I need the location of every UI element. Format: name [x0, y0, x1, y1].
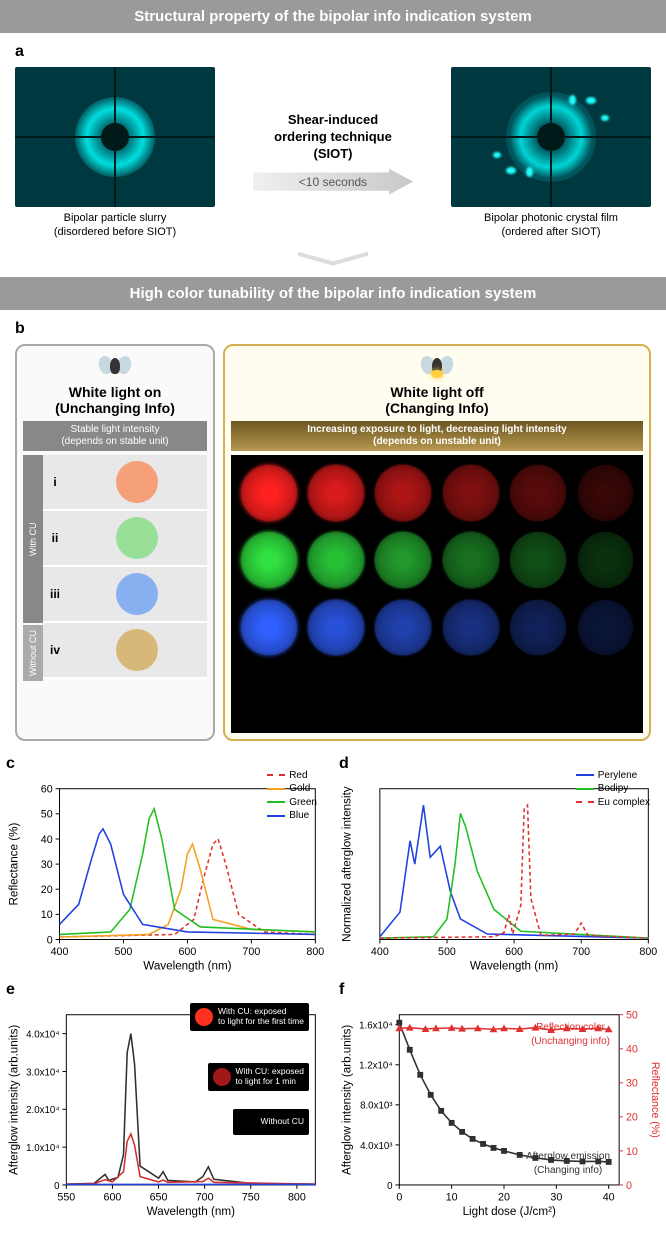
panel-e: e 55060065070075080001.0x10⁴2.0x10⁴3.0x1…	[0, 977, 333, 1223]
svg-text:700: 700	[242, 946, 260, 958]
svg-text:800: 800	[306, 946, 324, 958]
panel-c: c 4005006007008000102030405060Wavelength…	[0, 751, 333, 978]
svg-text:3.0x10⁴: 3.0x10⁴	[26, 1067, 59, 1078]
svg-text:10: 10	[626, 1146, 638, 1158]
svg-text:60: 60	[41, 783, 53, 795]
svg-text:40: 40	[626, 1044, 638, 1056]
svg-text:0: 0	[47, 934, 53, 946]
svg-text:1.6x10⁴: 1.6x10⁴	[359, 1021, 392, 1032]
svg-text:2.0x10⁴: 2.0x10⁴	[26, 1105, 59, 1116]
panel-label-a: a	[15, 43, 24, 61]
svg-text:800: 800	[288, 1192, 306, 1204]
svg-text:700: 700	[572, 946, 590, 958]
svg-text:0: 0	[396, 1192, 402, 1204]
svg-text:50: 50	[626, 1010, 638, 1022]
panel-b: b White light on(Unchanging Info) Stable…	[0, 310, 666, 751]
svg-text:4.0x10³: 4.0x10³	[360, 1141, 393, 1152]
svg-text:0: 0	[54, 1181, 60, 1192]
svg-text:20: 20	[498, 1192, 510, 1204]
svg-text:20: 20	[41, 884, 53, 896]
firefly-icon-on	[417, 352, 457, 380]
svg-text:600: 600	[505, 946, 523, 958]
svg-text:400: 400	[51, 946, 69, 958]
svg-text:Afterglow intensity (arb.units: Afterglow intensity (arb.units)	[341, 1025, 354, 1175]
svg-text:Wavelength (nm): Wavelength (nm)	[143, 959, 231, 972]
svg-text:40: 40	[603, 1192, 615, 1204]
svg-text:Wavelength (nm): Wavelength (nm)	[470, 959, 558, 972]
svg-text:1.0x10⁴: 1.0x10⁴	[26, 1143, 59, 1154]
panel-d: d 400500600700800Wavelength (nm)Normaliz…	[333, 751, 666, 978]
svg-text:500: 500	[115, 946, 133, 958]
svg-text:10: 10	[446, 1192, 458, 1204]
section-header-1: Structural property of the bipolar info …	[0, 0, 666, 33]
svg-text:Afterglow intensity (arb.units: Afterglow intensity (arb.units)	[8, 1025, 21, 1175]
svg-text:600: 600	[104, 1192, 122, 1204]
svg-text:30: 30	[626, 1078, 638, 1090]
svg-text:600: 600	[178, 946, 196, 958]
svg-text:650: 650	[150, 1192, 168, 1204]
saxs-right: Bipolar photonic crystal film(ordered af…	[451, 67, 651, 240]
svg-text:700: 700	[196, 1192, 214, 1204]
panel-a: a Bipolar particle slurry(disordered bef…	[0, 33, 666, 250]
svg-text:Normalized afterglow intensity: Normalized afterglow intensity	[341, 786, 354, 942]
panel-label-b: b	[15, 320, 25, 338]
svg-text:800: 800	[639, 946, 657, 958]
svg-text:30: 30	[41, 859, 53, 871]
panel-f: f 01020304004.0x10³8.0x10³1.2x10⁴1.6x10⁴…	[333, 977, 666, 1223]
svg-text:8.0x10³: 8.0x10³	[360, 1101, 393, 1112]
section-header-2: High color tunability of the bipolar inf…	[0, 277, 666, 310]
svg-text:1.2x10⁴: 1.2x10⁴	[359, 1061, 392, 1072]
svg-text:0: 0	[626, 1180, 632, 1192]
svg-text:750: 750	[242, 1192, 260, 1204]
panel-b-left: White light on(Unchanging Info) Stable l…	[15, 344, 215, 741]
chevron-down-icon	[298, 252, 368, 266]
panel-b-right: White light off(Changing Info) Increasin…	[223, 344, 651, 741]
svg-text:Wavelength (nm): Wavelength (nm)	[147, 1205, 235, 1218]
saxs-left: Bipolar particle slurry(disordered befor…	[15, 67, 215, 240]
svg-text:0: 0	[387, 1181, 393, 1192]
svg-text:500: 500	[438, 946, 456, 958]
svg-text:10: 10	[41, 909, 53, 921]
svg-text:550: 550	[57, 1192, 75, 1204]
svg-text:40: 40	[41, 833, 53, 845]
svg-text:50: 50	[41, 808, 53, 820]
firefly-icon-off	[95, 352, 135, 380]
svg-text:400: 400	[371, 946, 389, 958]
svg-text:30: 30	[550, 1192, 562, 1204]
svg-text:4.0x10⁴: 4.0x10⁴	[26, 1030, 59, 1041]
svg-text:Light dose (J/cm²): Light dose (J/cm²)	[463, 1205, 556, 1218]
svg-text:Reflectance (%): Reflectance (%)	[8, 822, 21, 905]
siot-arrow: Shear-inducedordering technique(SIOT) <1…	[225, 112, 441, 195]
svg-text:20: 20	[626, 1112, 638, 1124]
svg-text:Reflectance (%): Reflectance (%)	[649, 1062, 660, 1138]
